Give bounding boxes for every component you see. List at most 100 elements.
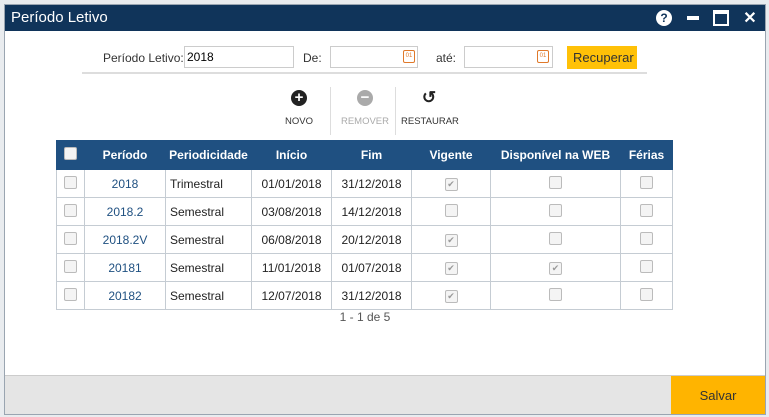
ferias-checkbox bbox=[640, 259, 653, 273]
periodo-cell[interactable]: 20181 bbox=[84, 253, 166, 282]
periodos-table: Período Periodicidade Início Fim Vigente… bbox=[56, 140, 673, 310]
ferias-cell bbox=[620, 253, 673, 282]
footer: Salvar bbox=[5, 375, 765, 414]
col-periodo[interactable]: Período bbox=[84, 140, 166, 170]
web-checkbox bbox=[549, 287, 562, 301]
table-row[interactable]: 20181 Semestral 11/01/2018 01/07/2018 ✔ ✔ bbox=[56, 253, 673, 282]
row-select[interactable] bbox=[56, 253, 85, 282]
row-checkbox[interactable] bbox=[64, 259, 77, 273]
row-checkbox[interactable] bbox=[64, 231, 77, 245]
inicio-cell: 12/07/2018 bbox=[251, 281, 332, 310]
ferias-cell bbox=[620, 281, 673, 310]
periodo-cell[interactable]: 2018 bbox=[84, 169, 166, 198]
divider bbox=[82, 72, 647, 74]
de-date-input[interactable] bbox=[330, 46, 418, 68]
minus-circle-icon: − bbox=[357, 90, 373, 106]
inicio-cell: 03/08/2018 bbox=[251, 197, 332, 226]
table-row[interactable]: 20182 Semestral 12/07/2018 31/12/2018 ✔ bbox=[56, 281, 673, 310]
periodicidade-cell: Semestral bbox=[165, 281, 252, 310]
periodo-cell[interactable]: 2018.2 bbox=[84, 197, 166, 226]
table-header: Período Periodicidade Início Fim Vigente… bbox=[56, 140, 673, 170]
col-ferias[interactable]: Férias bbox=[620, 140, 673, 170]
web-checkbox bbox=[549, 231, 562, 245]
minimize-icon[interactable] bbox=[685, 10, 701, 26]
periodo-input[interactable] bbox=[184, 46, 294, 68]
ferias-cell bbox=[620, 197, 673, 226]
row-select[interactable] bbox=[56, 169, 85, 198]
col-vigente[interactable]: Vigente bbox=[411, 140, 491, 170]
select-all-checkbox[interactable] bbox=[56, 140, 85, 170]
window: Período Letivo ? ✕ Período Letivo: De: 0… bbox=[4, 4, 766, 415]
ferias-cell bbox=[620, 225, 673, 254]
vigente-cell bbox=[411, 197, 491, 226]
window-title: Período Letivo bbox=[11, 9, 108, 26]
table-row[interactable]: 2018 Trimestral 01/01/2018 31/12/2018 ✔ bbox=[56, 169, 673, 198]
periodo-cell[interactable]: 2018.2V bbox=[84, 225, 166, 254]
table-row[interactable]: 2018.2V Semestral 06/08/2018 20/12/2018 ✔ bbox=[56, 225, 673, 254]
ferias-checkbox bbox=[640, 175, 653, 189]
col-disponivel-web[interactable]: Disponível na WEB bbox=[490, 140, 621, 170]
restore-history-icon: ↺ bbox=[421, 88, 437, 107]
calendar-icon[interactable]: 01 bbox=[537, 50, 549, 63]
plus-circle-icon: + bbox=[291, 90, 307, 106]
row-checkbox[interactable] bbox=[64, 203, 77, 217]
periodo-cell[interactable]: 20182 bbox=[84, 281, 166, 310]
pagination-info: 1 - 1 de 5 bbox=[339, 310, 391, 324]
restaurar-label: RESTAURAR bbox=[401, 116, 459, 127]
filters: Período Letivo: De: 01 até: 01 Recuperar bbox=[5, 45, 765, 71]
row-select[interactable] bbox=[56, 197, 85, 226]
ate-date-input[interactable] bbox=[464, 46, 553, 68]
inicio-cell: 01/01/2018 bbox=[251, 169, 332, 198]
ferias-checkbox bbox=[640, 287, 653, 301]
vigente-checkbox: ✔ bbox=[444, 234, 458, 247]
vigente-cell: ✔ bbox=[411, 281, 491, 310]
row-select[interactable] bbox=[56, 281, 85, 310]
divider bbox=[330, 87, 331, 135]
web-cell: ✔ bbox=[490, 253, 621, 282]
title-bar: Período Letivo ? ✕ bbox=[5, 5, 765, 31]
periodicidade-cell: Semestral bbox=[165, 197, 252, 226]
novo-button[interactable]: + NOVO bbox=[281, 89, 317, 127]
row-checkbox[interactable] bbox=[64, 175, 77, 189]
ate-label: até: bbox=[436, 51, 457, 65]
vigente-cell: ✔ bbox=[411, 225, 491, 254]
inicio-cell: 11/01/2018 bbox=[251, 253, 332, 282]
remover-button[interactable]: − REMOVER bbox=[339, 89, 391, 127]
remover-label: REMOVER bbox=[340, 116, 390, 127]
web-cell bbox=[490, 225, 621, 254]
row-checkbox[interactable] bbox=[64, 287, 77, 301]
table-row[interactable]: 2018.2 Semestral 03/08/2018 14/12/2018 bbox=[56, 197, 673, 226]
recuperar-button[interactable]: Recuperar bbox=[567, 46, 637, 69]
salvar-button[interactable]: Salvar bbox=[671, 376, 765, 414]
maximize-icon[interactable] bbox=[713, 10, 729, 26]
vigente-checkbox: ✔ bbox=[444, 290, 458, 303]
close-icon[interactable]: ✕ bbox=[743, 10, 757, 27]
row-select[interactable] bbox=[56, 225, 85, 254]
fim-cell: 31/12/2018 bbox=[331, 169, 412, 198]
restaurar-button[interactable]: ↺ RESTAURAR bbox=[401, 88, 459, 127]
vigente-checkbox bbox=[444, 203, 458, 217]
ferias-cell bbox=[620, 169, 673, 198]
web-checkbox bbox=[549, 203, 562, 217]
inicio-cell: 06/08/2018 bbox=[251, 225, 332, 254]
checkbox[interactable] bbox=[64, 147, 77, 160]
fim-cell: 20/12/2018 bbox=[331, 225, 412, 254]
col-periodicidade[interactable]: Periodicidade bbox=[165, 140, 252, 170]
vigente-cell: ✔ bbox=[411, 253, 491, 282]
fim-cell: 01/07/2018 bbox=[331, 253, 412, 282]
ferias-checkbox bbox=[640, 231, 653, 245]
fim-cell: 14/12/2018 bbox=[331, 197, 412, 226]
vigente-checkbox: ✔ bbox=[444, 178, 458, 191]
vigente-cell: ✔ bbox=[411, 169, 491, 198]
web-cell bbox=[490, 281, 621, 310]
ferias-checkbox bbox=[640, 203, 653, 217]
calendar-icon[interactable]: 01 bbox=[403, 50, 415, 63]
divider bbox=[395, 87, 396, 135]
vigente-checkbox: ✔ bbox=[444, 262, 458, 275]
web-cell bbox=[490, 169, 621, 198]
periodo-label: Período Letivo: bbox=[103, 51, 184, 65]
help-icon[interactable]: ? bbox=[656, 10, 672, 26]
col-fim[interactable]: Fim bbox=[331, 140, 412, 170]
col-inicio[interactable]: Início bbox=[251, 140, 332, 170]
novo-label: NOVO bbox=[285, 116, 313, 127]
